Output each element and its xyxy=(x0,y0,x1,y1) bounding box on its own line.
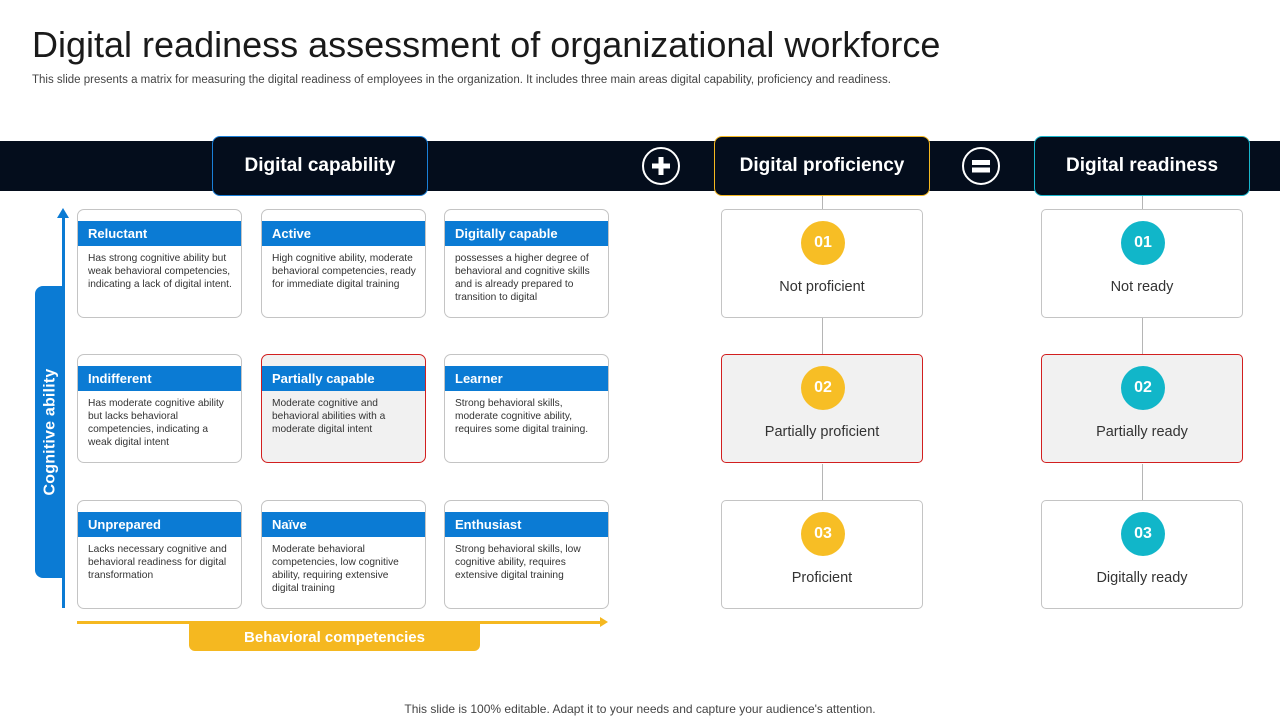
header-digital-readiness: Digital readiness xyxy=(1034,136,1250,196)
matrix-cell-digitally-capable: Digitally capable possesses a higher deg… xyxy=(444,209,609,318)
matrix-cell-desc: Lacks necessary cognitive and behavioral… xyxy=(88,544,227,581)
stage-number-badge: 02 xyxy=(1121,366,1165,410)
matrix-cell-title: Active xyxy=(262,221,425,246)
equals-icon xyxy=(962,147,1000,185)
stage-label: Digitally ready xyxy=(1096,570,1188,586)
matrix-cell-partially-capable: Partially capable Moderate cognitive and… xyxy=(261,354,426,463)
footer-note: This slide is 100% editable. Adapt it to… xyxy=(404,702,876,716)
proficiency-stage-partially-proficient: 02 Partially proficient xyxy=(721,354,923,463)
matrix-cell-desc: Has moderate cognitive ability but lacks… xyxy=(88,398,224,448)
matrix-cell-desc: High cognitive ability, moderate behavio… xyxy=(272,253,416,290)
matrix-cell-reluctant: Reluctant Has strong cognitive ability b… xyxy=(77,209,242,318)
stage-number-badge: 01 xyxy=(801,221,845,265)
matrix-cell-title: Enthusiast xyxy=(445,512,608,537)
matrix-cell-title: Unprepared xyxy=(78,512,241,537)
cognitive-axis-arrow-icon xyxy=(57,208,69,218)
matrix-cell-title: Naïve xyxy=(262,512,425,537)
stage-label: Partially ready xyxy=(1096,424,1188,440)
matrix-cell-enthusiast: Enthusiast Strong behavioral skills, low… xyxy=(444,500,609,609)
matrix-cell-desc: Moderate cognitive and behavioral abilit… xyxy=(272,398,386,435)
matrix-cell-learner: Learner Strong behavioral skills, modera… xyxy=(444,354,609,463)
matrix-cell-desc: Strong behavioral skills, low cognitive … xyxy=(455,544,581,581)
matrix-cell-title: Reluctant xyxy=(78,221,241,246)
readiness-stage-digitally-ready: 03 Digitally ready xyxy=(1041,500,1243,609)
matrix-cell-indifferent: Indifferent Has moderate cognitive abili… xyxy=(77,354,242,463)
connector-line xyxy=(1142,464,1143,500)
matrix-cell-desc: Moderate behavioral competencies, low co… xyxy=(272,544,399,594)
readiness-stage-partially-ready: 02 Partially ready xyxy=(1041,354,1243,463)
stage-number-badge: 03 xyxy=(801,512,845,556)
behavioral-axis-line xyxy=(77,621,601,624)
cognitive-axis-label: Cognitive ability xyxy=(35,286,65,578)
matrix-cell-desc: Strong behavioral skills, moderate cogni… xyxy=(455,398,589,435)
matrix-cell-desc: Has strong cognitive ability but weak be… xyxy=(88,253,232,290)
cognitive-axis-text: Cognitive ability xyxy=(41,368,59,496)
matrix-cell-title: Digitally capable xyxy=(445,221,608,246)
connector-line xyxy=(1142,318,1143,354)
matrix-cell-active: Active High cognitive ability, moderate … xyxy=(261,209,426,318)
matrix-cell-desc: possesses a higher degree of behavioral … xyxy=(455,253,590,303)
proficiency-stage-not-proficient: 01 Not proficient xyxy=(721,209,923,318)
stage-label: Not proficient xyxy=(779,279,865,295)
matrix-cell-title: Indifferent xyxy=(78,366,241,391)
header-digital-proficiency: Digital proficiency xyxy=(714,136,930,196)
stage-number-badge: 02 xyxy=(801,366,845,410)
stage-label: Proficient xyxy=(791,570,853,586)
behavioral-axis-label: Behavioral competencies xyxy=(189,624,480,651)
header-digital-capability: Digital capability xyxy=(212,136,428,196)
page-subtitle: This slide presents a matrix for measuri… xyxy=(32,74,891,86)
connector-line xyxy=(822,196,823,209)
proficiency-stage-proficient: 03 Proficient xyxy=(721,500,923,609)
connector-line xyxy=(1142,196,1143,209)
stage-number-badge: 01 xyxy=(1121,221,1165,265)
stage-label: Not ready xyxy=(1110,279,1174,295)
matrix-cell-unprepared: Unprepared Lacks necessary cognitive and… xyxy=(77,500,242,609)
page-title: Digital readiness assessment of organiza… xyxy=(32,24,941,65)
stage-number-badge: 03 xyxy=(1121,512,1165,556)
connector-line xyxy=(822,464,823,500)
plus-icon xyxy=(642,147,680,185)
matrix-cell-naive: Naïve Moderate behavioral competencies, … xyxy=(261,500,426,609)
connector-line xyxy=(822,318,823,354)
matrix-cell-title: Partially capable xyxy=(262,366,425,391)
stage-label: Partially proficient xyxy=(764,424,880,440)
behavioral-axis-arrow-icon xyxy=(600,617,608,627)
readiness-stage-not-ready: 01 Not ready xyxy=(1041,209,1243,318)
matrix-cell-title: Learner xyxy=(445,366,608,391)
